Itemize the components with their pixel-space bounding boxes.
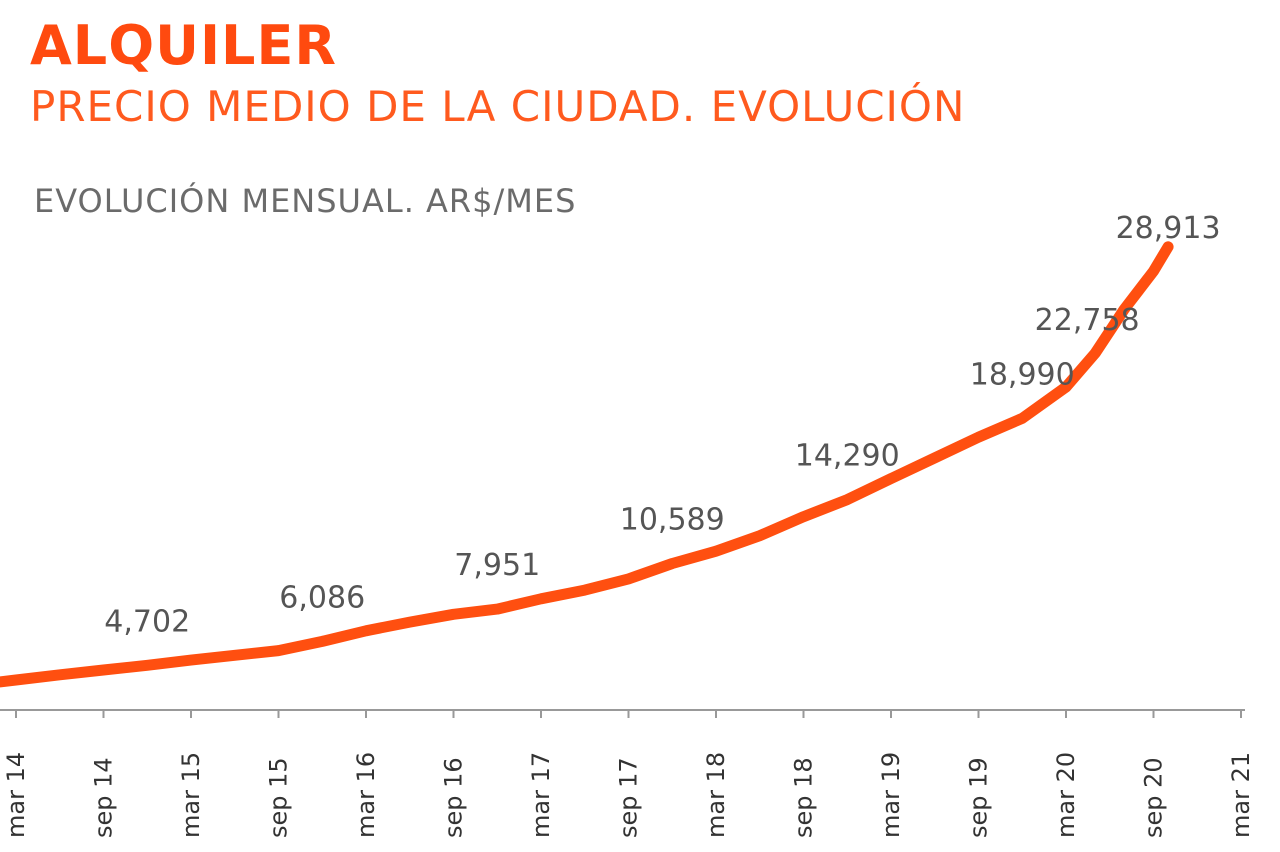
data-label: 22,758 — [1035, 303, 1140, 338]
x-tick-label: mar 14 — [2, 752, 30, 838]
data-label: 4,702 — [104, 604, 190, 639]
data-label: 6,086 — [279, 580, 365, 615]
data-label: 14,290 — [795, 439, 900, 474]
x-tick-label: mar 16 — [352, 752, 380, 838]
x-tick-label: sep 20 — [1140, 757, 1168, 838]
chart-subtitle: PRECIO MEDIO DE LA CIUDAD. EVOLUCIÓN — [30, 82, 966, 131]
x-tick-label: sep 19 — [965, 757, 993, 838]
x-tick-label: mar 15 — [177, 752, 205, 838]
x-tick-label: sep 17 — [615, 757, 643, 838]
x-tick-label: mar 18 — [702, 752, 730, 838]
chart-title: ALQUILER — [30, 14, 337, 77]
unit-label: EVOLUCIÓN MENSUAL. AR$/MES — [34, 182, 577, 220]
x-tick-label: sep 18 — [790, 757, 818, 838]
x-tick-label: sep 14 — [90, 757, 118, 838]
x-tick-label: mar 19 — [877, 752, 905, 838]
data-label: 18,990 — [970, 357, 1075, 392]
x-tick-label: mar 17 — [527, 752, 555, 838]
data-label: 10,589 — [620, 503, 725, 538]
x-tick-label: sep 16 — [440, 757, 468, 838]
x-tick-label: mar 21 — [1227, 752, 1255, 838]
data-label: 28,913 — [1116, 211, 1221, 246]
data-label: 7,951 — [454, 548, 540, 583]
series-line — [0, 241, 1174, 688]
x-tick-label: mar 20 — [1052, 752, 1080, 838]
x-tick-label: sep 15 — [265, 757, 293, 838]
